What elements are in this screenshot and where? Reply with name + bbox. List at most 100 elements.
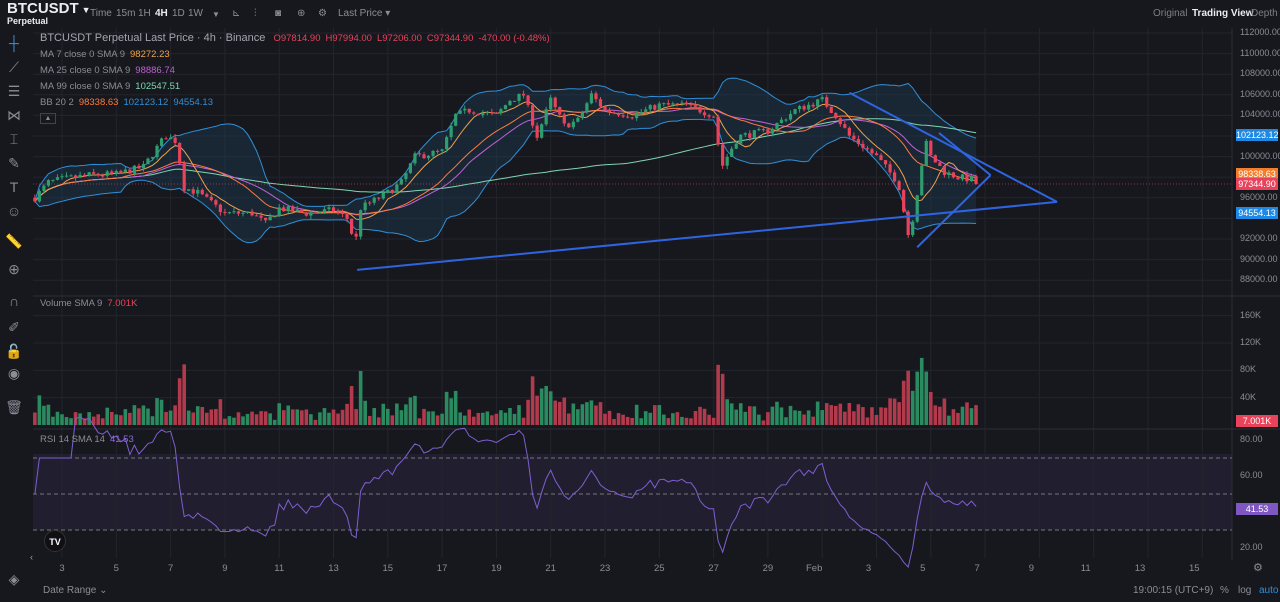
price-source-label: Last Price [338, 8, 383, 19]
volume-bar [607, 410, 612, 425]
legend-ma99[interactable]: MA 99 close 0 SMA 9 102547.51 [40, 81, 185, 92]
volume-bar [557, 401, 562, 425]
legend-rsi[interactable]: RSI 14 SMA 14 41.53 [40, 434, 139, 445]
pitchfork-icon[interactable]: ⋈ [7, 107, 21, 123]
indicators-icon[interactable]: ⊾ [232, 8, 241, 19]
volume-bar [481, 412, 485, 425]
legend-volume[interactable]: Volume SMA 9 7.001K [40, 298, 142, 309]
candle-body [467, 108, 471, 113]
interval-1d[interactable]: 1D [172, 8, 185, 19]
candle-body [336, 211, 340, 213]
add-icon[interactable]: ⊕ [297, 8, 306, 19]
interval-1h[interactable]: 1H [138, 8, 151, 19]
parallel-lines-icon[interactable]: ☰ [7, 83, 21, 99]
candle-body [526, 95, 530, 105]
lock-drawings-icon[interactable]: ✐ [8, 319, 20, 335]
magnet-icon[interactable]: ∩ [8, 293, 20, 309]
volume-bar [666, 418, 671, 425]
interval-4h[interactable]: 4H [155, 8, 168, 19]
volume-bar [951, 409, 956, 425]
candle-body [381, 192, 385, 199]
volume-bar [729, 403, 734, 425]
date-range-button[interactable]: Date Range ⌄ [43, 585, 108, 596]
log-toggle[interactable]: log [1238, 585, 1252, 596]
volume-bar [743, 411, 748, 425]
interval-time[interactable]: Time [90, 8, 112, 19]
candle-body [734, 143, 738, 149]
ma25-value: 98886.74 [135, 65, 175, 76]
volume-bar [657, 405, 662, 425]
candle-body [648, 105, 652, 110]
candle-body [635, 112, 639, 119]
more-intervals-icon[interactable]: ▼ [212, 10, 220, 19]
volume-bar [33, 412, 37, 425]
volume-bar [865, 417, 870, 425]
collapse-legend-button[interactable]: ▲ [40, 113, 56, 124]
volume-bar [567, 413, 571, 425]
scroll-left-icon[interactable]: ‹ [30, 552, 33, 562]
axis-settings-gear-icon[interactable]: ⚙ [1253, 562, 1263, 574]
candle-body [476, 113, 480, 116]
legend-ma25[interactable]: MA 25 close 0 SMA 9 98886.74 [40, 65, 180, 76]
volume-bar [942, 398, 947, 425]
volume-tick-label: 120K [1240, 337, 1262, 347]
candle-body [517, 93, 521, 101]
view-trading-view[interactable]: Trading View [1192, 8, 1254, 19]
layers-icon[interactable]: ◈ [8, 571, 20, 587]
volume-bar [327, 412, 331, 425]
text-icon[interactable]: T [9, 179, 19, 195]
price-source-select[interactable]: Last Price ▾ [338, 8, 391, 19]
gear-icon[interactable]: ⚙ [318, 8, 327, 19]
legend-bb[interactable]: BB 20 2 98338.63 102123.12 94554.13 [40, 97, 218, 108]
candle-body [739, 134, 743, 144]
legend-ma7[interactable]: MA 7 close 0 SMA 9 98272.23 [40, 49, 175, 60]
volume-bar [263, 411, 268, 425]
candle-body [847, 127, 851, 136]
volume-bar [675, 412, 680, 425]
legend-change: -470.00 (-0.48%) [478, 33, 550, 44]
volume-bar [544, 385, 548, 425]
date-tick-label: 3 [865, 563, 872, 574]
candle-body [920, 165, 924, 196]
candle-body [834, 112, 838, 119]
ruler-icon[interactable]: 📏 [5, 233, 23, 249]
view-depth[interactable]: Depth [1251, 8, 1278, 19]
volume-bar [195, 406, 200, 425]
symbol-selector[interactable]: BTCUSDT ▼ [7, 0, 91, 17]
eye-icon[interactable]: ◉ [7, 365, 21, 381]
crosshair-icon[interactable]: ┼ [9, 35, 19, 51]
candle-body [435, 150, 440, 152]
volume-bar [119, 415, 123, 425]
emoji-icon[interactable]: ☺ [6, 203, 22, 219]
date-tick-label: 25 [654, 563, 665, 574]
candle-body [893, 172, 897, 182]
trendline-icon[interactable]: ⟋ [9, 59, 19, 75]
brush-icon[interactable]: ✎ [8, 155, 20, 171]
volume-bar [720, 373, 725, 425]
volume-bar [422, 408, 426, 425]
volume-bar [616, 413, 621, 425]
interval-1w[interactable]: 1W [188, 8, 203, 19]
candle-body [965, 174, 969, 182]
ma99-value: 102547.51 [135, 81, 181, 92]
candle-body [816, 99, 820, 107]
chart-type-icon[interactable]: ⫶ [254, 8, 257, 19]
volume-bar [612, 419, 616, 425]
candle-body [571, 121, 575, 128]
volume-bar [105, 407, 110, 425]
zoom-icon[interactable]: ⊕ [8, 261, 20, 277]
rsi-tick-label: 20.00 [1240, 542, 1263, 552]
trash-icon[interactable]: 🗑 [5, 399, 23, 415]
measure-icon[interactable]: ⌶ [9, 131, 19, 147]
view-original[interactable]: Original [1153, 8, 1188, 19]
candle-body [911, 221, 915, 236]
camera-icon[interactable]: ◙ [275, 8, 282, 19]
percent-toggle[interactable]: % [1220, 585, 1229, 596]
volume-bar [906, 370, 910, 425]
date-tick-label: 9 [1028, 563, 1035, 574]
auto-toggle[interactable]: auto [1259, 585, 1279, 596]
volume-bar [702, 408, 707, 425]
interval-15m[interactable]: 15m [116, 8, 136, 19]
unlock-icon[interactable]: 🔓 [5, 343, 23, 359]
